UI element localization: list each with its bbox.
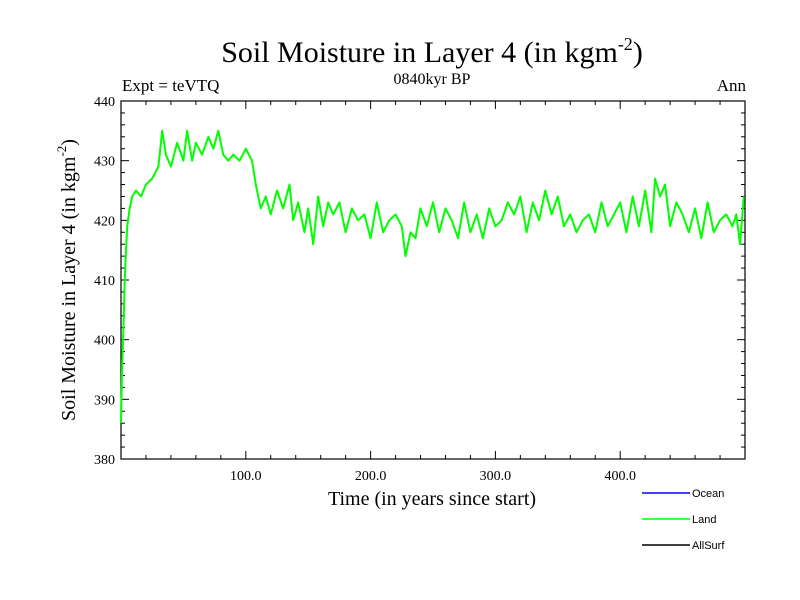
- x-tick-label: 400.0: [604, 469, 636, 484]
- y-tick-label: 440: [94, 95, 115, 110]
- x-axis: 100.0 200.0 300.0 400.0: [145, 101, 721, 484]
- period-label: 0840kyr BP: [394, 71, 471, 88]
- season-label: Ann: [717, 76, 747, 95]
- legend-item-allsurf: AllSurf: [642, 540, 725, 552]
- series-line-land: [120, 129, 745, 424]
- legend: Ocean Land AllSurf: [642, 488, 725, 552]
- x-axis-label: Time (in years since start): [328, 488, 536, 510]
- legend-item-land: Land: [642, 514, 716, 526]
- y-tick-label: 410: [94, 274, 115, 289]
- x-tick-label: 100.0: [230, 469, 262, 484]
- legend-label-ocean: Ocean: [692, 488, 724, 500]
- y-tick-label: 380: [94, 453, 115, 468]
- legend-label-allsurf: AllSurf: [692, 540, 725, 552]
- plot-frame: [120, 100, 746, 460]
- y-tick-label: 390: [94, 393, 115, 408]
- x-tick-label: 200.0: [355, 469, 387, 484]
- series-layer: [120, 129, 745, 424]
- x-tick-label: 300.0: [480, 469, 512, 484]
- chart-title: Soil Moisture in Layer 4 (in kgm-2): [221, 34, 643, 69]
- y-tick-label: 400: [94, 334, 115, 349]
- legend-label-land: Land: [692, 514, 716, 526]
- y-tick-label: 430: [94, 155, 115, 170]
- y-axis: 380 390 400 410 420 430 440: [94, 95, 745, 468]
- experiment-label: Expt = teVTQ: [122, 76, 219, 95]
- y-tick-label: 420: [94, 214, 115, 229]
- y-axis-label: Soil Moisture in Layer 4 (in kgm-2): [54, 139, 80, 421]
- legend-item-ocean: Ocean: [642, 488, 724, 500]
